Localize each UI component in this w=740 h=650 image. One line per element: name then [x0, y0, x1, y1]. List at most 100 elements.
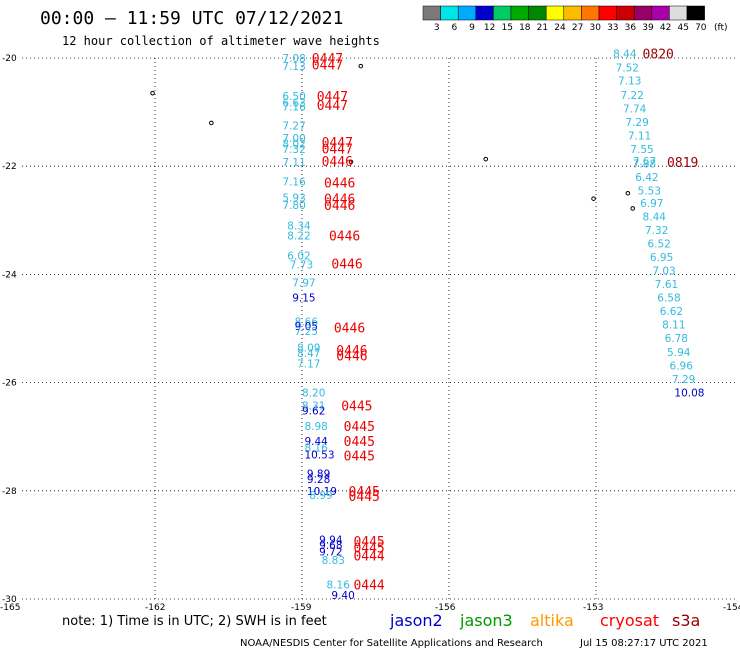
colorbar-label: 45: [677, 23, 688, 33]
swh-value-label: 6.63: [282, 97, 305, 109]
islands: [150, 63, 636, 211]
swh-value-label: 8.99: [309, 490, 332, 502]
colorbar-label: 30: [589, 23, 601, 33]
time-label: 0445: [349, 485, 380, 500]
colorbar-swatch: [633, 5, 653, 21]
colorbar-swatch: [475, 5, 494, 21]
colorbar-unit: (ft): [714, 23, 728, 33]
swh-value-label: 8.16: [327, 579, 351, 591]
colorbar-swatch: [616, 5, 635, 21]
swh-value-label: 7.74: [623, 103, 647, 115]
colorbar-label: 6: [452, 23, 458, 33]
swh-value-label: 8.98: [304, 421, 327, 433]
swh-value-label: 6.95: [650, 252, 673, 264]
x-tick-label: -162: [145, 603, 165, 613]
colorbar-swatch: [457, 5, 477, 21]
swh-value-label: 9.44: [304, 436, 328, 448]
swh-value-label: 7.13: [282, 61, 305, 73]
swh-value-label: 7.16: [282, 176, 306, 188]
x-tick-label: -165: [0, 603, 20, 613]
chart-subtitle: 12 hour collection of altimeter wave hei…: [62, 34, 380, 48]
swh-value-label: 6.78: [665, 333, 688, 345]
colorbar-label: 3: [434, 23, 440, 33]
swh-value-label: 8.47: [297, 348, 320, 360]
colorbar-label: 39: [642, 23, 654, 33]
footer-note: note: 1) Time is in UTC; 2) SWH is in fe…: [62, 614, 327, 629]
island-dot: [483, 156, 489, 162]
swh-value-label: 5.94: [667, 347, 691, 359]
x-tick-label: -156: [435, 603, 456, 613]
swh-value-label: 9.94: [319, 534, 343, 546]
swh-value-label: 10.19: [307, 486, 337, 498]
x-tick-label: -153: [583, 603, 603, 613]
swh-value-label: 7.22: [621, 90, 644, 102]
colorbar-label: 21: [537, 23, 548, 33]
swh-value-label: 7.13: [618, 76, 641, 88]
colorbar-swatch: [598, 5, 617, 21]
chart-title: 00:00 — 11:59 UTC 07/12/2021: [40, 8, 343, 29]
legend-jason3: jason3: [459, 611, 513, 630]
swh-value-label: 7.88: [633, 158, 656, 170]
colorbar-label: 33: [607, 23, 618, 33]
swh-value-label: 8.16: [304, 443, 328, 455]
swh-value-label: 9.40: [331, 590, 354, 602]
swh-value-label: 7.08: [282, 53, 305, 65]
colorbar-label: 70: [695, 23, 707, 33]
time-labels: 0447044704470447044704470446044604460446…: [312, 48, 699, 594]
swh-value-label: 7.67: [633, 156, 656, 168]
colorbar-swatch: [422, 5, 441, 21]
time-label: 0446: [324, 193, 355, 208]
time-label: 0447: [322, 142, 353, 157]
swh-value-label: 8.44: [643, 212, 667, 224]
swh-value-label: 9.68: [319, 540, 342, 552]
swh-value-label: 7.27: [282, 121, 305, 133]
swh-value-label: 5.93: [282, 193, 305, 205]
y-tick-label: -24: [2, 270, 17, 280]
time-label: 0444: [353, 578, 384, 593]
colorbar-swatch: [510, 5, 529, 21]
swh-value-label: 7.61: [655, 279, 678, 291]
island-dot: [358, 63, 364, 69]
time-label: 0445: [344, 450, 375, 465]
y-tick-label: -30: [2, 595, 17, 605]
swh-value-label: 9.05: [295, 321, 318, 333]
colorbar-label: 36: [625, 23, 637, 33]
x-tick-label: -154: [723, 603, 740, 613]
time-label: 0447: [312, 58, 343, 73]
legend-cryosat: cryosat: [600, 611, 659, 630]
swh-value-label: 9.62: [302, 406, 325, 418]
legend-s3a: s3a: [672, 611, 700, 630]
colorbar-swatch: [651, 5, 670, 21]
swh-value-label: 8.34: [287, 221, 311, 233]
colorbar-label: 9: [469, 23, 475, 33]
swh-value-label: 8.83: [322, 555, 345, 567]
swh-value-label: 9.89: [307, 468, 330, 480]
axis-labels: -20 -22 -24 -26 -28 -30-165 -162 -159 -156 -153 -1…: [0, 54, 740, 613]
swh-value-label: 7.32: [282, 144, 305, 156]
swh-value-label: 7.29: [625, 117, 648, 129]
y-tick-label: -28: [2, 487, 17, 497]
time-label: 0819: [667, 156, 698, 171]
footer-timestamp: Jul 15 08:27:17 UTC 2021: [579, 638, 708, 649]
swh-value-label: 7.17: [297, 359, 320, 371]
swh-value-label: 6.02: [287, 250, 310, 262]
x-tick-label: -159: [291, 603, 312, 613]
time-label: 0444: [353, 550, 384, 565]
colorbar-label: 18: [519, 23, 531, 33]
swh-value-label: 7.29: [672, 374, 695, 386]
swh-value-label: 6.62: [660, 306, 683, 318]
y-tick-label: -22: [2, 162, 17, 172]
swh-value-label: 8.22: [287, 230, 310, 242]
colorbar-swatch: [563, 5, 582, 21]
colorbar-label: 24: [554, 23, 566, 33]
swh-value-label: 8.09: [297, 342, 320, 354]
swh-value-label: 8.20: [302, 387, 325, 399]
swh-value-label: 7.25: [295, 326, 318, 338]
time-label: 0447: [312, 52, 343, 67]
legend-jason2: jason2: [389, 611, 443, 630]
swh-value-label: 9.72: [319, 546, 342, 558]
swh-values: 7.087.136.506.637.167.277.008.027.327.11…: [282, 49, 704, 603]
swh-value-label: 8.11: [662, 320, 685, 332]
colorbar-swatch: [493, 5, 512, 21]
